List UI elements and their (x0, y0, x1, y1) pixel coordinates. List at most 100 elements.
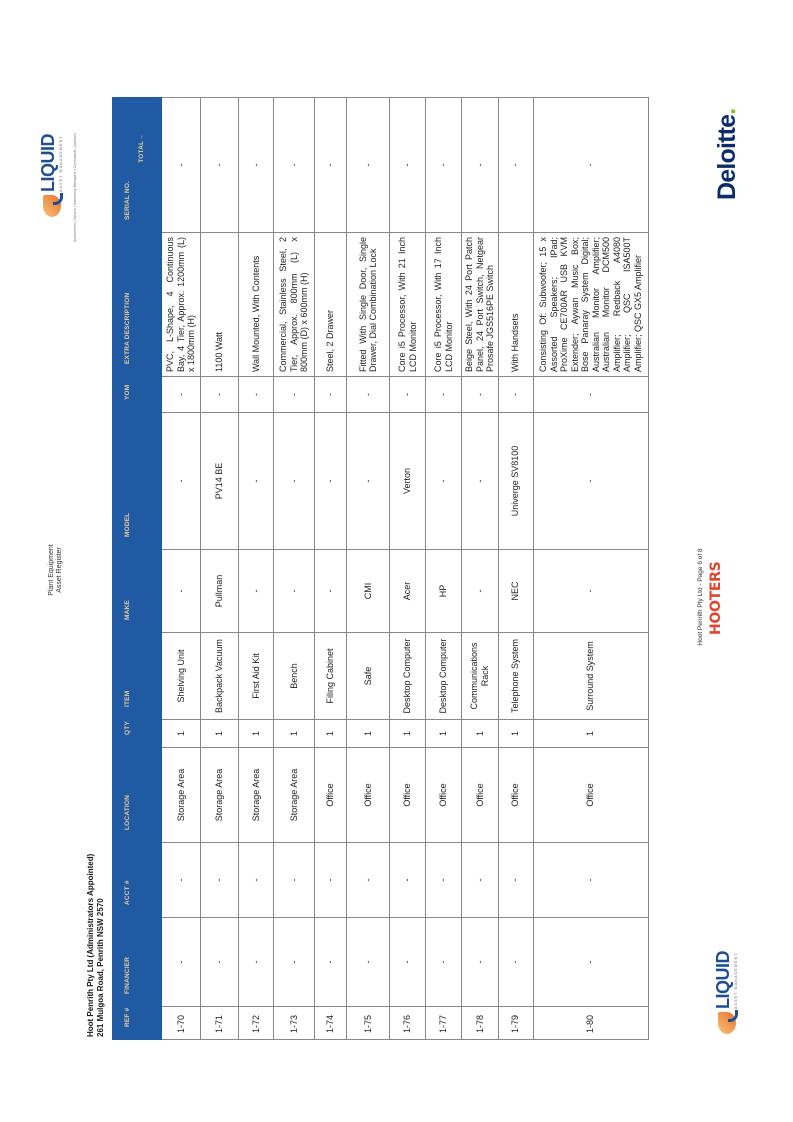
column-header-label: REF # (124, 1007, 131, 1027)
cell-financier: - (389, 917, 426, 1007)
cell-ref: 1-74 (314, 1006, 347, 1040)
cell-model: - (238, 412, 274, 550)
cell-extra-description: Core i5 Processor, With 17 Inch LCD Moni… (425, 232, 462, 377)
cell-model: - (273, 412, 315, 550)
cell-model: - (314, 412, 347, 550)
column-header-label: MODEL (124, 512, 131, 537)
column-header-acct: ACCT # (112, 842, 162, 918)
cell-serial-no: - (498, 97, 533, 233)
cell-make: - (533, 549, 648, 633)
cell-make: CMI (346, 549, 390, 633)
cell-acct: - (425, 842, 462, 918)
liquid-subtitle: ASSET MANAGEMENT (734, 952, 738, 1009)
column-header-label: YOM (124, 384, 131, 400)
cell-extra-description: Steel, 2 Drawer (314, 232, 347, 377)
cell-item: Shelving Unit (161, 632, 201, 720)
cell-item: Communications Rack (461, 632, 498, 720)
cell-financier: - (461, 917, 498, 1007)
cell-model: - (161, 412, 201, 550)
cell-location: Office (461, 747, 498, 843)
cell-serial-no: - (273, 97, 315, 233)
column-header-qty: QTY (112, 719, 162, 748)
cell-financier: - (200, 917, 239, 1007)
column-header-label: QTY (124, 721, 131, 735)
column-header-location: LOCATION (112, 747, 162, 843)
total-label: TOTAL→ (138, 134, 145, 163)
company-header: Hoot Penrith Pty Ltd (Administrators App… (86, 854, 105, 1037)
column-header-serial-no: SERIAL NO. TOTAL→ (112, 97, 162, 233)
cell-location: Office (389, 747, 426, 843)
cell-qty: 1 (425, 719, 462, 748)
cell-qty: 1 (200, 719, 239, 748)
table-row: 1-71- - Storage Area 1 Backpack Vacuum Pullma… (200, 97, 239, 1040)
cell-ref: 1-70 (161, 1006, 201, 1040)
cell-location: Office (533, 747, 648, 843)
cell-acct: - (161, 842, 201, 918)
cell-extra-description: Consisting Of: Subwoofer; 15 x Assorted … (533, 232, 648, 377)
liquid-logo-top: LIQUID ASSET MANAGEMENT (38, 134, 63, 217)
page-footer: Hoot Penrith Pty Ltd - Page 6 of 8 (697, 548, 704, 646)
cell-item: First Aid Kit (238, 632, 274, 720)
cell-location: Storage Area (273, 747, 315, 843)
column-header-yom: YOM (112, 376, 162, 413)
cell-item: Bench (273, 632, 315, 720)
cell-financier: - (161, 917, 201, 1007)
company-name: Hoot Penrith Pty Ltd (Administrators App… (86, 853, 95, 1037)
cell-yom: - (314, 376, 347, 413)
cell-acct: - (498, 842, 533, 918)
column-header-financier: FINANCIER (112, 917, 162, 1007)
cell-extra-description: With Handsets (498, 232, 533, 377)
cell-item: Filing Cabinet (314, 632, 347, 720)
column-header-label: EXTRA DESCRIPTION (124, 292, 131, 364)
cell-make: Pullman (200, 549, 239, 633)
cell-qty: 1 (314, 719, 347, 748)
cell-serial-no: - (200, 97, 239, 233)
cell-financier: - (238, 917, 274, 1007)
cell-acct: - (461, 842, 498, 918)
cell-make: - (238, 549, 274, 633)
cell-serial-no: - (461, 97, 498, 233)
cell-extra-description: Core i5 Processor, With 21 Inch LCD Moni… (389, 232, 426, 377)
cell-model: Verton (389, 412, 426, 550)
cell-ref: 1-78 (461, 1006, 498, 1040)
cell-financier: - (273, 917, 315, 1007)
column-header-label: SERIAL NO. (124, 180, 131, 220)
title-line-2: Asset Register (56, 547, 63, 593)
cell-acct: - (314, 842, 347, 918)
table-row: 1-75- - Office 1 Safe CMI - - Fitted With Single… (346, 97, 390, 1040)
cell-acct: - (346, 842, 390, 918)
cell-acct: - (389, 842, 426, 918)
cell-ref: 1-75 (346, 1006, 390, 1040)
cell-acct: - (533, 842, 648, 918)
cell-model: - (533, 412, 648, 550)
table-row: 1-74- - Office 1 Filing Cabinet - - - Steel, 2 D… (314, 97, 347, 1040)
cell-extra-description: 1100 Watt (200, 232, 239, 377)
table-row: 1-77- - Office 1 Desktop Computer HP - - Core i5… (425, 97, 462, 1040)
cell-ref: 1-80 (533, 1006, 648, 1040)
cell-location: Office (346, 747, 390, 843)
liquid-wordmark: LIQUID (713, 951, 733, 1009)
cell-make: NEC (498, 549, 533, 633)
cell-serial-no: - (425, 97, 462, 233)
asset-register-table: REF # FINANCIER ACCT # LOCATION QTY ITEM MAKE M… (112, 97, 649, 1040)
cell-model: - (346, 412, 390, 550)
cell-financier: - (346, 917, 390, 1007)
document-title: Plant Equipment Asset Register (48, 470, 64, 670)
cell-yom: - (533, 376, 648, 413)
cell-yom: - (238, 376, 274, 413)
cell-qty: 1 (346, 719, 390, 748)
cell-serial-no: - (238, 97, 274, 233)
cell-yom: - (273, 376, 315, 413)
cell-yom: - (200, 376, 239, 413)
cell-make: - (161, 549, 201, 633)
cell-qty: 1 (389, 719, 426, 748)
cell-model: PV14 BE (200, 412, 239, 550)
cell-ref: 1-72 (238, 1006, 274, 1040)
column-header-item: ITEM (112, 632, 162, 720)
cell-item: Backpack Vacuum (200, 632, 239, 720)
cell-item: Safe (346, 632, 390, 720)
table-row: 1-80- - Office 1 Surround System - - - Consistin… (533, 97, 648, 1040)
liquid-drop-icon (42, 195, 61, 217)
table-row: 1-79- - Office 1 Telephone System NEC Univerge… (498, 97, 533, 1040)
cell-model: - (425, 412, 462, 550)
